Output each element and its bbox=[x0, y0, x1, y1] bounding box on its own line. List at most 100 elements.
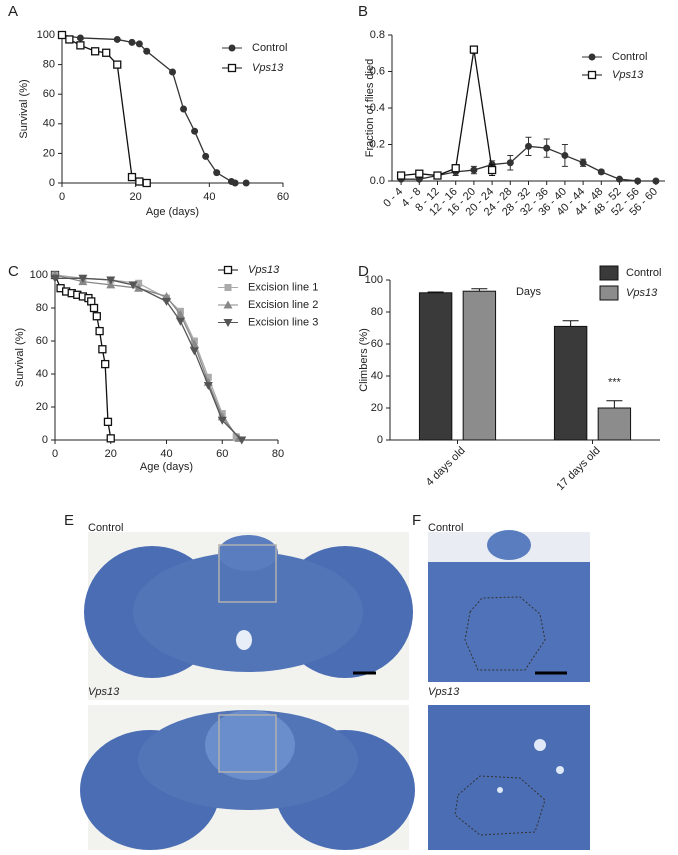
y-tick-label: 100 bbox=[37, 29, 55, 41]
y-tick-label: 80 bbox=[43, 59, 55, 71]
marker bbox=[396, 171, 406, 180]
image-label: Vps13 bbox=[88, 686, 120, 698]
panel-label: A bbox=[8, 3, 18, 20]
marker bbox=[217, 416, 227, 425]
legend-label: Control bbox=[626, 267, 661, 279]
legend-label: Control bbox=[612, 51, 647, 63]
marker bbox=[162, 297, 171, 306]
legend-label: Excision line 2 bbox=[248, 299, 318, 311]
bar bbox=[553, 325, 588, 441]
y-tick-label: 80 bbox=[36, 302, 48, 314]
legend-label: Vps13 bbox=[248, 264, 280, 276]
marker bbox=[202, 152, 210, 160]
marker bbox=[487, 165, 497, 175]
y-tick-label: 60 bbox=[43, 88, 55, 100]
legend-label: Vps13 bbox=[252, 62, 284, 74]
marker bbox=[232, 433, 240, 441]
y-tick-label: 0 bbox=[42, 434, 48, 446]
x-tick-label: 20 bbox=[130, 191, 142, 203]
marker bbox=[128, 281, 138, 290]
marker bbox=[634, 177, 642, 185]
error-bar bbox=[471, 288, 488, 292]
legend-label: Excision line 3 bbox=[248, 316, 318, 328]
marker bbox=[142, 178, 151, 188]
marker bbox=[227, 63, 237, 73]
marker bbox=[652, 177, 660, 185]
legend-label: Vps13 bbox=[612, 69, 644, 81]
y-tick-label: 20 bbox=[36, 401, 48, 413]
marker bbox=[213, 169, 221, 177]
panel-label: B bbox=[358, 3, 368, 20]
marker bbox=[57, 30, 67, 40]
marker bbox=[91, 47, 100, 56]
y-tick-label: 0.0 bbox=[370, 175, 385, 187]
marker bbox=[106, 276, 116, 285]
marker bbox=[242, 179, 250, 187]
y-tick-label: 60 bbox=[36, 335, 48, 347]
marker bbox=[101, 359, 110, 369]
y-tick-label: 100 bbox=[30, 269, 48, 281]
y-tick-label: 100 bbox=[365, 274, 383, 286]
series-line bbox=[55, 277, 243, 441]
legend-label: Excision line 1 bbox=[248, 281, 318, 293]
y-tick-label: 0 bbox=[377, 434, 383, 446]
legend-swatch bbox=[599, 285, 619, 301]
marker bbox=[92, 312, 101, 321]
panel-label: C bbox=[8, 263, 19, 280]
image-label: Control bbox=[428, 522, 463, 534]
legend-swatch bbox=[599, 265, 619, 281]
y-axis-label: Climbers (%) bbox=[358, 328, 370, 392]
legend-label: Control bbox=[252, 42, 287, 54]
marker bbox=[204, 373, 212, 381]
x-axis-label: Age (days) bbox=[140, 461, 193, 473]
x-axis-label: Age (days) bbox=[146, 206, 199, 218]
marker bbox=[543, 144, 551, 152]
marker bbox=[525, 142, 532, 150]
marker bbox=[451, 164, 460, 173]
marker bbox=[175, 317, 185, 326]
y-axis-label: Fraction of flies died bbox=[364, 59, 376, 157]
panel-label: E bbox=[64, 512, 74, 529]
y-tick-label: 60 bbox=[371, 338, 383, 350]
x-tick-label: 60 bbox=[277, 191, 289, 203]
annotation: *** bbox=[608, 377, 622, 389]
marker bbox=[223, 265, 233, 275]
y-axis-label: Survival (%) bbox=[14, 328, 26, 387]
x-tick-label: 80 bbox=[272, 448, 284, 460]
panel-label: F bbox=[412, 512, 421, 529]
marker bbox=[89, 303, 99, 313]
micrograph bbox=[428, 530, 590, 682]
marker bbox=[106, 434, 115, 443]
error-bar bbox=[562, 320, 579, 327]
x-tick-label: 17 days old bbox=[554, 445, 602, 493]
marker bbox=[189, 347, 199, 356]
marker bbox=[228, 44, 236, 52]
marker bbox=[113, 35, 121, 43]
series-line bbox=[61, 34, 247, 184]
y-tick-label: 0.8 bbox=[370, 29, 385, 41]
marker bbox=[50, 274, 60, 283]
y-tick-label: 0.2 bbox=[370, 138, 385, 150]
marker bbox=[113, 60, 122, 69]
marker bbox=[76, 34, 84, 42]
marker bbox=[180, 105, 188, 113]
panel-label: D bbox=[358, 263, 369, 280]
x-tick-label: 40 bbox=[203, 191, 215, 203]
marker bbox=[237, 436, 247, 445]
y-tick-label: 0.4 bbox=[370, 102, 385, 114]
marker bbox=[224, 284, 232, 291]
marker bbox=[588, 53, 596, 61]
x-tick-label: 20 bbox=[105, 448, 117, 460]
x-tick-label: 60 bbox=[216, 448, 228, 460]
y-axis-label: Survival (%) bbox=[18, 79, 30, 138]
micrograph bbox=[80, 705, 415, 850]
series-line bbox=[61, 34, 147, 184]
image-label: Control bbox=[88, 522, 123, 534]
x-tick-label: 40 bbox=[160, 448, 172, 460]
marker bbox=[191, 127, 199, 135]
y-tick-label: 40 bbox=[371, 370, 383, 382]
marker bbox=[135, 279, 143, 287]
marker bbox=[470, 166, 478, 174]
bar bbox=[462, 290, 497, 441]
